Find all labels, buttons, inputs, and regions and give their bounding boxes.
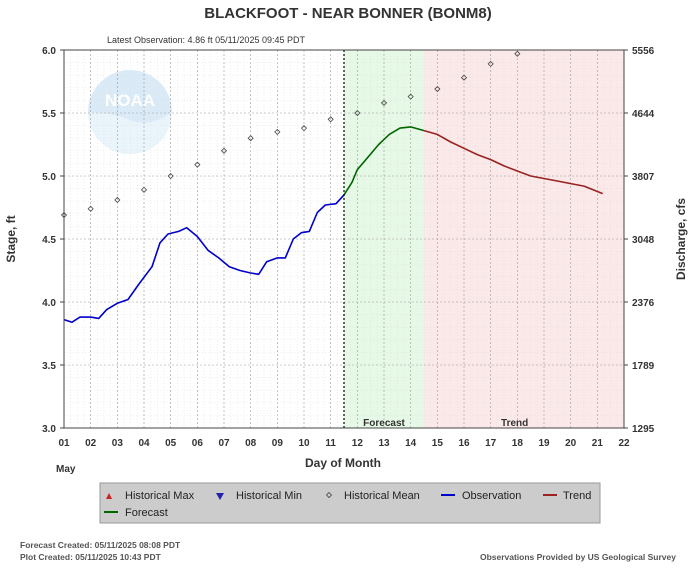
y2-tick-label: 1789: [632, 361, 655, 372]
y-tick-label: 3.0: [42, 424, 56, 435]
axis-tick-labels: 01 02 03 04 05 06 07 08 09 10 11 12 13 14 15 16 17 18 19 20…: [42, 46, 655, 449]
x-tick-label: 04: [138, 438, 150, 449]
historical-mean-point: [380, 99, 388, 106]
forecast-created: Forecast Created: 05/11/2025 08:08 PDT: [20, 540, 181, 550]
trend-line: [423, 129, 603, 195]
x-tick-label: 11: [325, 438, 336, 449]
y2-tick-label: 5556: [632, 46, 655, 57]
forecast-region-label: Forecast: [363, 418, 405, 429]
x-tick-label: 12: [352, 438, 364, 449]
x-axis-label: Day of Month: [305, 456, 381, 470]
y-axis-label: Stage, ft: [4, 215, 18, 262]
series-layer: [60, 50, 603, 323]
noaa-logo: NOAA: [88, 70, 172, 154]
historical-mean-point: [434, 85, 441, 93]
legend-label-historical-min: Historical Min: [236, 490, 302, 502]
forecast-line: [343, 126, 425, 196]
y-tick-label: 4.0: [42, 298, 56, 309]
x-tick-label: 07: [218, 438, 230, 449]
y-tick-label: 3.5: [42, 361, 56, 372]
legend-label-forecast: Forecast: [125, 507, 168, 519]
x-tick-label: 10: [298, 438, 310, 449]
historical-mean-point: [87, 205, 94, 212]
y-tick-label: 5.5: [42, 109, 56, 120]
trend-region-label: Trend: [501, 418, 528, 429]
legend-item-historical-max: Historical Max: [106, 490, 195, 502]
y-tick-label: 6.0: [42, 46, 56, 57]
x-tick-label: 05: [165, 438, 177, 449]
x-tick-label: 19: [538, 438, 550, 449]
legend-item-historical-mean: Historical Mean: [325, 490, 420, 502]
legend-item-trend: Trend: [543, 490, 591, 502]
x-tick-label: 13: [378, 438, 390, 449]
legend-label-historical-max: Historical Max: [125, 490, 195, 502]
latest-observation: Latest Observation: 4.86 ft 05/11/2025 0…: [107, 35, 305, 45]
y2-tick-label: 3807: [632, 172, 655, 183]
y2-tick-label: 1295: [632, 424, 655, 435]
historical-min-icon: [216, 493, 224, 500]
x-axis-month: May: [56, 464, 76, 475]
historical-mean-point: [300, 125, 308, 132]
x-tick-label: 14: [405, 438, 417, 449]
x-tick-label: 22: [618, 438, 630, 449]
x-tick-label: 15: [432, 438, 444, 449]
legend-box: [99, 482, 601, 524]
legend-label-observation: Observation: [462, 490, 521, 502]
y2-axis-label: Discharge, cfs: [674, 198, 688, 280]
legend-label-historical-mean: Historical Mean: [344, 490, 420, 502]
plot-created: Plot Created: 05/11/2025 10:43 PDT: [20, 552, 162, 562]
historical-mean-point: [194, 161, 201, 168]
historical-mean-point: [487, 60, 494, 67]
historical-mean-point: [407, 93, 414, 100]
historical-mean-point: [140, 186, 148, 193]
x-tick-label: 20: [565, 438, 577, 449]
data-provider: Observations Provided by US Geological S…: [480, 552, 676, 562]
historical-mean-point: [274, 128, 281, 135]
y-tick-label: 4.5: [42, 235, 56, 246]
x-tick-label: 06: [192, 438, 204, 449]
historical-mean-point: [354, 109, 361, 117]
historical-mean-point: [460, 74, 468, 81]
chart-title: BLACKFOOT - NEAR BONNER (BONM8): [204, 5, 491, 22]
historical-max-icon: [106, 493, 112, 499]
historical-mean-point: [247, 135, 254, 142]
x-tick-label: 21: [592, 438, 604, 449]
legend-item-historical-min: Historical Min: [216, 490, 302, 502]
x-tick-label: 09: [272, 438, 284, 449]
legend: Historical Max Historical Min Historical…: [99, 482, 601, 524]
legend-item-observation: Observation: [441, 490, 521, 502]
x-tick-label: 17: [485, 438, 497, 449]
historical-mean-point: [167, 172, 174, 180]
historical-mean-point: [327, 116, 334, 123]
historical-mean-point: [514, 50, 521, 57]
historical-mean-icon: [325, 491, 333, 499]
historical-mean-point: [114, 196, 121, 204]
legend-item-forecast: Forecast: [104, 507, 168, 519]
x-tick-label: 01: [58, 438, 70, 449]
y2-tick-label: 2376: [632, 298, 655, 309]
y-tick-label: 5.0: [42, 172, 56, 183]
x-tick-label: 18: [512, 438, 524, 449]
legend-label-trend: Trend: [563, 490, 591, 502]
historical-mean-point: [220, 147, 228, 154]
observation-line: [63, 194, 345, 323]
x-tick-label: 16: [458, 438, 470, 449]
x-tick-label: 08: [245, 438, 257, 449]
y2-tick-label: 4644: [632, 109, 655, 120]
x-tick-label: 03: [112, 438, 124, 449]
x-tick-label: 02: [85, 438, 97, 449]
y2-tick-label: 3048: [632, 235, 655, 246]
